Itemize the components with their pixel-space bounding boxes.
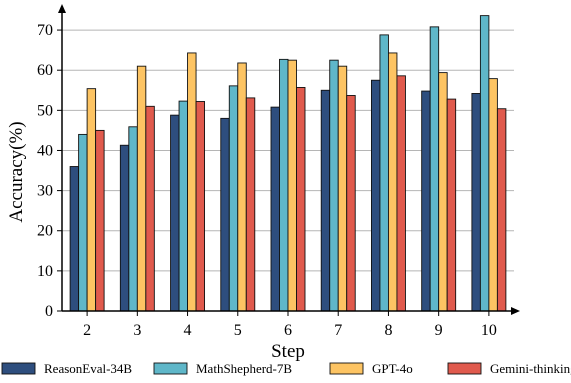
y-axis-arrow <box>58 4 66 13</box>
bar-mathshepherd-7b-7 <box>329 59 339 312</box>
x-tick-label: 4 <box>184 322 192 339</box>
y-tick-label: 0 <box>45 303 53 320</box>
legend: ReasonEval-34B MathShepherd-7B GPT-4o Gemin… <box>1 361 571 376</box>
y-tick-label: 70 <box>37 22 53 39</box>
tick-labels: 0 10 20 30 40 50 60 70 2 3 4 5 6 7 8 9 10 <box>37 22 497 339</box>
legend-swatch <box>447 362 482 375</box>
y-tick-label: 10 <box>37 263 53 280</box>
bar-reasoneval-34b-4 <box>170 114 180 312</box>
bar-gpt-4o-3 <box>136 65 147 312</box>
bar-reasoneval-34b-10 <box>471 93 481 312</box>
bar-mathshepherd-7b-10 <box>479 15 490 312</box>
legend-swatch <box>1 362 36 375</box>
y-tick-label: 40 <box>37 142 53 159</box>
x-tick-label: 10 <box>481 322 497 339</box>
bar-reasoneval-34b-9 <box>421 90 431 312</box>
bar-gpt-4o-8 <box>387 52 398 312</box>
legend-swatch <box>329 362 364 375</box>
y-tick-label: 60 <box>37 62 53 79</box>
bar-gpt-4o-9 <box>438 72 448 312</box>
bar-reasoneval-34b-3 <box>119 144 130 312</box>
bar-gpt-4o-7 <box>337 65 348 312</box>
bar-mathshepherd-7b-8 <box>379 34 389 312</box>
y-axis-title: Accuracy(%) <box>6 121 27 222</box>
bar-gemini-thinking-6 <box>296 87 306 312</box>
x-tick-label: 5 <box>234 322 242 339</box>
bar-gemini-thinking-7 <box>346 95 356 312</box>
x-tick-label: 7 <box>334 322 342 339</box>
bar-mathshepherd-7b-3 <box>128 126 138 312</box>
y-tick-label: 50 <box>37 102 53 119</box>
bar-reasoneval-34b-8 <box>370 79 381 312</box>
x-tick-label: 3 <box>133 322 141 339</box>
bar-gemini-thinking-8 <box>396 75 406 312</box>
bar-reasoneval-34b-7 <box>320 89 331 312</box>
x-tick-label: 8 <box>384 322 392 339</box>
bar-mathshepherd-7b-2 <box>78 133 88 312</box>
y-tick-label: 30 <box>37 183 53 200</box>
bar-reasoneval-34b-5 <box>220 117 230 312</box>
x-tick-label: 9 <box>435 322 443 339</box>
legend-label: MathShepherd-7B <box>196 361 292 376</box>
x-tick-label: 6 <box>284 322 292 339</box>
bar-mathshepherd-7b-4 <box>178 100 189 312</box>
x-axis-arrow <box>511 307 520 315</box>
bar-gpt-4o-2 <box>86 88 97 312</box>
axes <box>57 4 520 316</box>
bar-gemini-thinking-10 <box>496 108 507 312</box>
bar-mathshepherd-7b-9 <box>429 26 440 312</box>
bar-gemini-thinking-2 <box>95 129 105 312</box>
bar-gpt-4o-10 <box>488 78 498 312</box>
bar-gemini-thinking-4 <box>195 101 206 312</box>
legend-label: GPT-4o <box>372 361 413 376</box>
x-axis-title: Step <box>271 341 305 362</box>
bar-gemini-thinking-3 <box>145 105 155 312</box>
bar-gemini-thinking-5 <box>245 97 256 312</box>
bar-mathshepherd-7b-5 <box>228 85 239 312</box>
bar-mathshepherd-7b-6 <box>279 58 289 312</box>
bars <box>69 15 507 312</box>
x-tick-label: 2 <box>83 322 91 339</box>
bar-gemini-thinking-9 <box>446 98 457 312</box>
bar-gpt-4o-5 <box>237 62 247 312</box>
bar-reasoneval-34b-2 <box>69 166 80 312</box>
legend-swatch <box>153 362 188 375</box>
bar-gpt-4o-6 <box>287 59 297 312</box>
y-tick-label: 20 <box>37 223 53 240</box>
bar-reasoneval-34b-6 <box>270 106 280 312</box>
bar-gpt-4o-4 <box>187 52 197 312</box>
legend-label: Gemini-thinking <box>490 361 571 376</box>
legend-label: ReasonEval-34B <box>44 361 132 376</box>
